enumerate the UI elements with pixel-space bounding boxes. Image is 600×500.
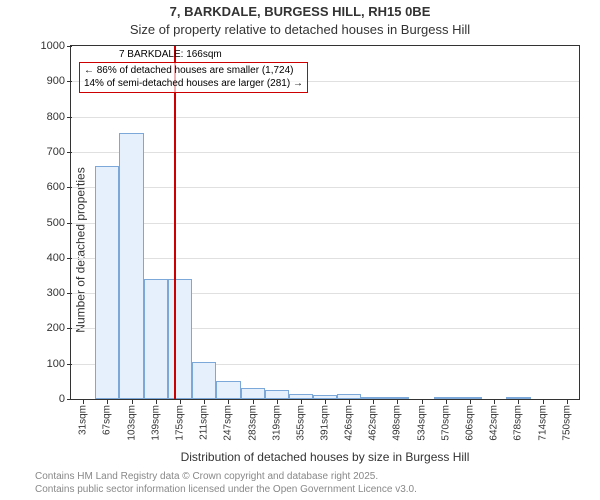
x-tick-label: 642sqm	[489, 405, 500, 441]
x-tick-mark	[180, 399, 181, 404]
gridline	[71, 258, 579, 259]
plot-area: 0100200300400500600700800900100031sqm67s…	[70, 45, 580, 400]
x-tick-label: 570sqm	[440, 405, 451, 441]
x-tick-label: 714sqm	[537, 405, 548, 441]
footer-line-1: Contains HM Land Registry data © Crown c…	[35, 471, 417, 484]
x-axis-label: Distribution of detached houses by size …	[70, 450, 580, 464]
x-tick-mark	[373, 399, 374, 404]
x-tick-label: 31sqm	[78, 405, 89, 435]
y-tick-label: 300	[25, 287, 71, 299]
x-tick-mark	[132, 399, 133, 404]
gridline	[71, 152, 579, 153]
x-tick-label: 319sqm	[271, 405, 282, 441]
x-tick-label: 678sqm	[513, 405, 524, 441]
gridline	[71, 187, 579, 188]
x-tick-mark	[446, 399, 447, 404]
histogram-bar	[119, 133, 143, 400]
x-tick-mark	[518, 399, 519, 404]
y-tick-label: 800	[25, 111, 71, 123]
x-tick-label: 750sqm	[561, 405, 572, 441]
x-tick-mark	[567, 399, 568, 404]
gridline	[71, 223, 579, 224]
gridline	[71, 117, 579, 118]
x-tick-mark	[277, 399, 278, 404]
property-marker-line	[174, 46, 176, 399]
callout-line-1: ← 86% of detached houses are smaller (1,…	[84, 65, 303, 78]
y-tick-label: 500	[25, 217, 71, 229]
x-tick-mark	[228, 399, 229, 404]
histogram-bar	[192, 362, 216, 399]
property-marker-callout: ← 86% of detached houses are smaller (1,…	[79, 62, 308, 93]
y-tick-label: 200	[25, 322, 71, 334]
x-tick-mark	[397, 399, 398, 404]
x-tick-mark	[204, 399, 205, 404]
y-tick-label: 400	[25, 252, 71, 264]
x-tick-mark	[83, 399, 84, 404]
x-tick-label: 606sqm	[464, 405, 475, 441]
histogram-bar	[265, 390, 289, 399]
x-tick-label: 498sqm	[392, 405, 403, 441]
x-tick-label: 534sqm	[416, 405, 427, 441]
x-tick-mark	[494, 399, 495, 404]
x-tick-label: 283sqm	[247, 405, 258, 441]
x-tick-mark	[349, 399, 350, 404]
chart-container: 7, BARKDALE, BURGESS HILL, RH15 0BE Size…	[0, 0, 600, 500]
footer-attribution: Contains HM Land Registry data © Crown c…	[35, 471, 417, 496]
y-tick-label: 1000	[25, 40, 71, 52]
callout-line-2: 14% of semi-detached houses are larger (…	[84, 78, 303, 91]
x-tick-mark	[107, 399, 108, 404]
y-tick-label: 100	[25, 358, 71, 370]
x-tick-label: 211sqm	[199, 405, 210, 440]
y-tick-label: 0	[25, 393, 71, 405]
x-tick-mark	[325, 399, 326, 404]
histogram-bar	[216, 381, 240, 399]
x-tick-label: 462sqm	[368, 405, 379, 441]
x-tick-mark	[422, 399, 423, 404]
histogram-bar	[95, 166, 119, 399]
x-tick-mark	[156, 399, 157, 404]
histogram-bar	[241, 388, 265, 399]
x-tick-label: 391sqm	[320, 405, 331, 441]
property-marker-title: 7 BARKDALE: 166sqm	[119, 49, 222, 60]
x-tick-label: 139sqm	[150, 405, 161, 441]
y-tick-label: 900	[25, 75, 71, 87]
histogram-bar	[144, 279, 168, 399]
histogram-bar	[168, 279, 192, 399]
x-tick-mark	[301, 399, 302, 404]
footer-line-2: Contains public sector information licen…	[35, 484, 417, 497]
x-tick-label: 67sqm	[102, 405, 113, 435]
x-tick-label: 426sqm	[343, 405, 354, 441]
x-tick-label: 355sqm	[296, 405, 307, 441]
x-tick-label: 175sqm	[175, 405, 186, 441]
x-tick-label: 103sqm	[126, 405, 137, 441]
x-tick-mark	[470, 399, 471, 404]
x-tick-mark	[253, 399, 254, 404]
y-tick-label: 700	[25, 146, 71, 158]
chart-title-sub: Size of property relative to detached ho…	[0, 22, 600, 37]
x-tick-label: 247sqm	[223, 405, 234, 441]
y-tick-label: 600	[25, 181, 71, 193]
chart-title-main: 7, BARKDALE, BURGESS HILL, RH15 0BE	[0, 4, 600, 19]
x-tick-mark	[543, 399, 544, 404]
